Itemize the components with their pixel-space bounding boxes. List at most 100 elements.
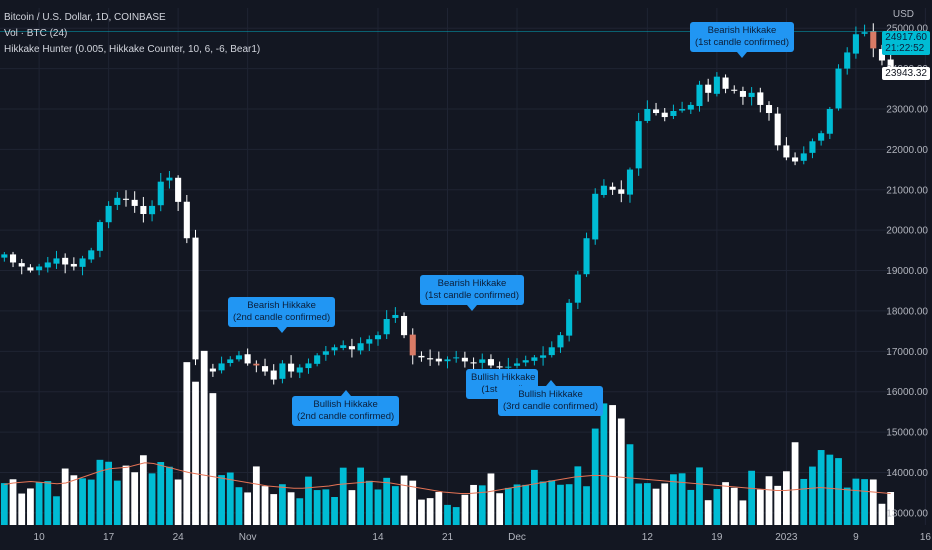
candle-body	[679, 108, 686, 111]
volume-bar	[200, 350, 208, 525]
volume-bar	[696, 467, 703, 525]
time-axis[interactable]: 101724Nov1421Dec1219202391623Feb1320	[34, 532, 932, 543]
x-tick-label: 17	[103, 532, 115, 543]
volume-bar	[61, 468, 69, 525]
x-tick-label: 19	[711, 532, 723, 543]
volume-bar	[739, 500, 747, 525]
candle-body	[305, 363, 312, 369]
candle-body	[635, 121, 642, 169]
volume-bar	[687, 489, 695, 525]
candle-body	[62, 257, 69, 265]
volume-bar	[826, 454, 834, 525]
candle-body	[800, 153, 807, 161]
candle-body	[409, 334, 416, 356]
volume-bar	[461, 494, 469, 525]
candle-body	[818, 133, 825, 141]
volume-bar	[522, 484, 530, 525]
volume-bar	[287, 492, 295, 525]
candle-body	[140, 206, 147, 214]
volume-bar	[765, 476, 773, 525]
axis-currency-label: USD	[892, 9, 914, 20]
volume-bar	[44, 481, 52, 525]
volume-bar	[583, 486, 590, 525]
candle-body	[600, 185, 607, 195]
volume-bar	[600, 403, 608, 525]
volume-bar	[261, 486, 269, 525]
volume-bar	[409, 480, 417, 525]
volume-legend[interactable]: Vol · BTC (24)	[4, 28, 68, 39]
volume-bar	[791, 442, 799, 525]
candle-body	[661, 112, 668, 118]
bearish-hikkake-callout[interactable]: Bearish Hikkake (1st candle confirmed)	[690, 22, 794, 58]
volume-bar	[131, 472, 139, 525]
bearish-hikkake-callout[interactable]: Bearish Hikkake (1st candle confirmed)	[420, 275, 524, 311]
candle-body	[209, 368, 216, 372]
candle-body	[505, 366, 512, 368]
bearish-hikkake-callout[interactable]: Bearish Hikkake (2nd candle confirmed)	[228, 297, 336, 333]
volume-bar	[339, 467, 347, 525]
volume-bar	[139, 455, 147, 525]
candle-body	[27, 267, 34, 271]
volume-bar	[87, 479, 95, 525]
candle-body	[757, 92, 764, 105]
candle-body	[574, 274, 581, 303]
candle-body	[53, 258, 60, 264]
candle-body	[348, 346, 355, 350]
candle-body	[826, 108, 833, 134]
candle-body	[418, 355, 425, 358]
candle-body	[644, 108, 651, 121]
candle-body	[331, 347, 338, 351]
volume-bar	[756, 489, 764, 525]
volume-bar	[418, 499, 425, 525]
candle-body	[279, 363, 286, 379]
candle-body	[192, 237, 199, 360]
candle-body	[70, 263, 77, 267]
price-axis[interactable]: 25000.0024000.0023000.0022000.0021000.00…	[886, 24, 928, 520]
candle-body	[670, 110, 677, 116]
x-tick-label: 16	[920, 532, 932, 543]
volume-bar	[35, 482, 43, 525]
volume-bar	[548, 480, 556, 525]
volume-bar	[661, 483, 669, 525]
candle-body	[175, 177, 182, 202]
candle-body	[44, 262, 51, 268]
volume-bar	[800, 478, 808, 525]
candle-body	[566, 302, 573, 336]
volume-bar	[426, 498, 434, 525]
candle-body	[131, 199, 138, 206]
y-tick-label: 23000.00	[886, 104, 928, 115]
candle-body	[122, 198, 130, 200]
y-tick-label: 13000.00	[886, 508, 928, 519]
y-tick-label: 15000.00	[886, 428, 928, 439]
candle-body	[696, 84, 703, 107]
volume-bar	[713, 489, 721, 525]
volume-bar	[643, 483, 651, 525]
volume-bar	[626, 444, 634, 525]
indicator-legend[interactable]: Hikkake Hunter (0.005, Hikkake Counter, …	[4, 44, 261, 55]
candle-body	[261, 366, 269, 372]
volume-bar	[452, 507, 460, 525]
x-tick-label: 10	[34, 532, 46, 543]
volume-bar	[70, 475, 78, 525]
volume-bar	[374, 489, 382, 525]
volume-bar	[235, 487, 243, 525]
volume-bar	[400, 475, 408, 525]
bullish-hikkake-callout[interactable]: Bullish Hikkake (3rd candle confirmed)	[498, 380, 604, 416]
x-tick-label: 14	[372, 532, 384, 543]
candle-body	[540, 355, 547, 358]
bullish-hikkake-callout[interactable]: Bullish Hikkake (2nd candle confirmed)	[292, 390, 400, 426]
symbol-legend[interactable]: Bitcoin / U.S. Dollar, 1D, COINBASE	[4, 12, 166, 23]
high-price-tag: 24917.60 21:22:52	[882, 31, 930, 55]
candle-body	[765, 105, 773, 114]
volume-bar	[209, 393, 217, 525]
volume-bar	[96, 459, 104, 525]
candle-body	[435, 358, 442, 362]
volume-bar	[722, 482, 729, 525]
candle-body	[244, 354, 251, 364]
candle-body	[183, 201, 190, 239]
bar-countdown: 21:22:52	[885, 43, 925, 54]
candle-body	[487, 359, 494, 366]
volume-bar	[704, 500, 712, 525]
candle-body	[114, 197, 121, 205]
